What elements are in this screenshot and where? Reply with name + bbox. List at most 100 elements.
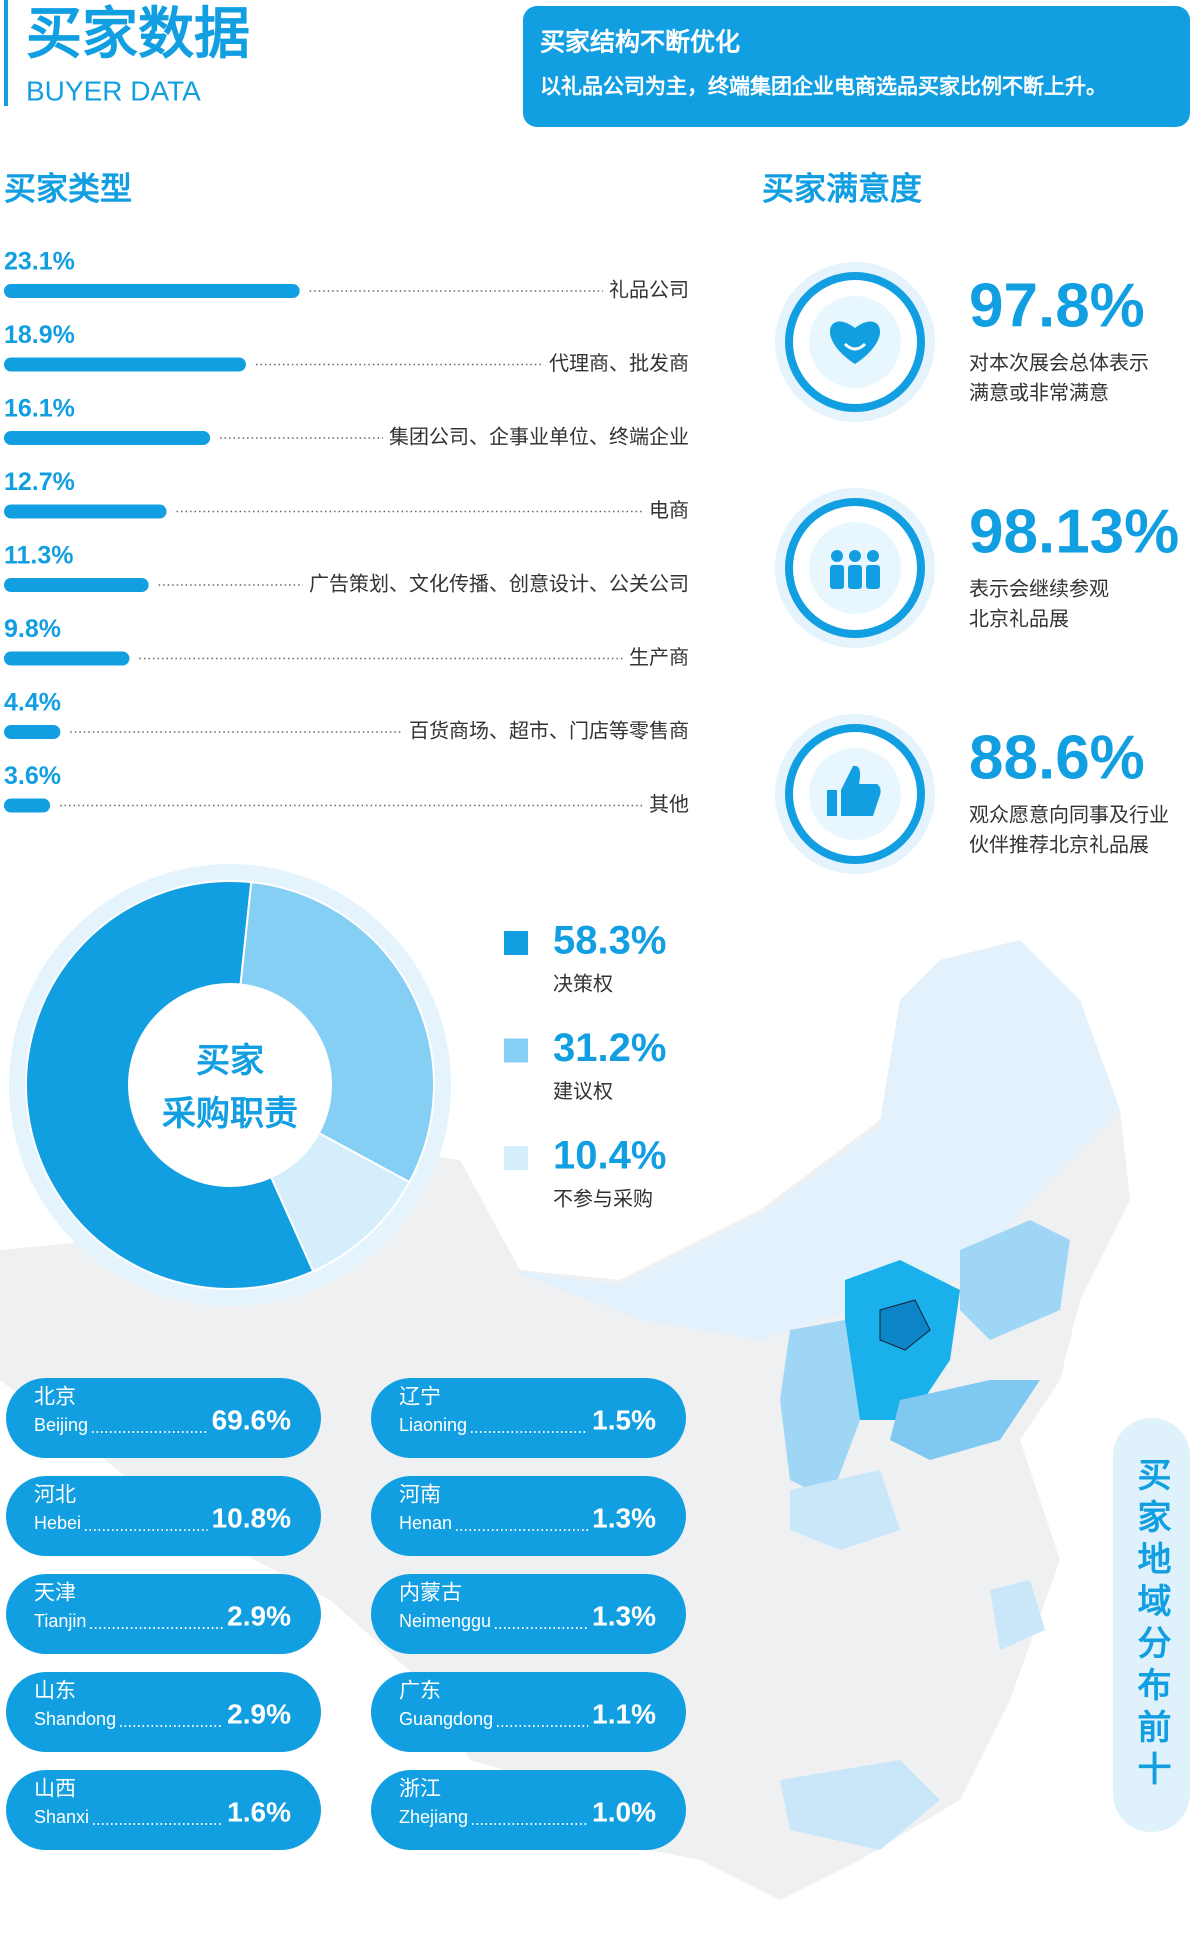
- legend-swatch: [504, 1146, 528, 1170]
- pie-hole: [129, 984, 331, 1186]
- region-name: 山东: [34, 1680, 76, 1703]
- stat-text: 北京礼品展: [969, 607, 1069, 630]
- region-share: 1.1%: [592, 1698, 656, 1729]
- stat-text: 伙伴推荐北京礼品展: [969, 833, 1149, 856]
- page-subtitle: BUYER DATA: [26, 75, 201, 106]
- region-pill: [6, 1476, 321, 1556]
- region-pill: [371, 1672, 686, 1752]
- pie-slice: [25, 880, 315, 1290]
- icon-cuff: [827, 790, 837, 816]
- region-name-en: Zhejiang: [399, 1807, 468, 1827]
- region-share: 1.3%: [592, 1600, 656, 1631]
- category-label: 集团公司、企事业单位、终端企业: [389, 425, 689, 448]
- bar: [4, 578, 149, 592]
- region-pill: [6, 1770, 321, 1850]
- stat-text: 满意或非常满意: [969, 381, 1109, 404]
- region-share: 2.9%: [227, 1600, 291, 1631]
- region-pill: [371, 1476, 686, 1556]
- value-label: 3.6%: [4, 762, 61, 790]
- icon-smile: [843, 342, 867, 351]
- category-label: 广告策划、文化传播、创意设计、公关公司: [309, 572, 689, 595]
- legend-value: 10.4%: [553, 1134, 666, 1178]
- legend-value: 58.3%: [553, 919, 666, 963]
- section-title: 买家类型: [4, 170, 132, 206]
- map-zhejiang: [990, 1580, 1045, 1650]
- category-label: 礼品公司: [609, 278, 689, 301]
- region-name-en: Beijing: [34, 1415, 88, 1435]
- bar: [4, 357, 246, 372]
- category-label: 电商: [649, 499, 689, 522]
- icon-body: [848, 565, 862, 589]
- icon-thumb: [841, 765, 881, 816]
- banner-text: 以礼品公司为主，终端集团企业电商选品买家比例不断上升。: [540, 75, 1107, 99]
- region-pill: [371, 1574, 686, 1654]
- region-share: 69.6%: [212, 1404, 291, 1435]
- icon-body: [830, 565, 844, 589]
- region-name-en: Neimenggu: [399, 1611, 491, 1631]
- icon-head: [831, 550, 843, 562]
- stat-text: 表示会继续参观: [969, 577, 1109, 600]
- region-name-en: Liaoning: [399, 1415, 467, 1435]
- bar: [4, 798, 51, 813]
- region-share: 2.9%: [227, 1698, 291, 1729]
- icon-head: [849, 550, 861, 562]
- region-pill: [6, 1672, 321, 1752]
- banner-title: 买家结构不断优化: [540, 28, 740, 57]
- value-label: 23.1%: [4, 248, 75, 276]
- bar: [4, 431, 211, 445]
- region-name-en: Hebei: [34, 1513, 81, 1533]
- region-share: 1.3%: [592, 1502, 656, 1533]
- region-pill: [371, 1378, 686, 1458]
- stat-value: 88.6%: [969, 723, 1145, 792]
- category-label: 生产商: [629, 646, 689, 669]
- region-name: 山西: [34, 1778, 76, 1801]
- bar: [4, 284, 300, 298]
- region-name: 河南: [399, 1484, 441, 1507]
- stat-value: 97.8%: [969, 271, 1145, 340]
- page-title: 买家数据: [26, 2, 250, 65]
- value-label: 16.1%: [4, 395, 75, 423]
- icon-heart: [829, 321, 881, 364]
- region-share: 10.8%: [212, 1502, 291, 1533]
- region-tag: [1113, 1418, 1190, 1832]
- value-label: 18.9%: [4, 321, 75, 349]
- region-pill: [6, 1378, 321, 1458]
- category-label: 百货商场、超市、门店等零售商: [409, 719, 689, 742]
- region-pill: [371, 1770, 686, 1850]
- map-north: [510, 940, 1120, 1340]
- legend-value: 31.2%: [553, 1026, 666, 1070]
- icon-head: [867, 550, 879, 562]
- map-guangdong: [780, 1760, 940, 1850]
- region-name-en: Tianjin: [34, 1611, 86, 1631]
- legend-swatch: [504, 931, 528, 955]
- region-name: 河北: [34, 1484, 76, 1507]
- region-name-en: Shandong: [34, 1709, 116, 1729]
- region-name: 天津: [34, 1582, 76, 1605]
- title-bar: [4, 0, 8, 106]
- bar: [4, 725, 61, 739]
- icon-body: [866, 565, 880, 589]
- value-label: 4.4%: [4, 689, 61, 717]
- stat-text: 观众愿意向同事及行业: [969, 803, 1169, 826]
- map-beijing: [879, 1299, 931, 1351]
- map-shanxi: [780, 1320, 860, 1500]
- pie-title: 买家: [196, 1042, 264, 1080]
- legend-label: 决策权: [553, 972, 613, 995]
- stat-text: 对本次展会总体表示: [969, 351, 1149, 374]
- legend-swatch: [504, 1038, 528, 1063]
- value-label: 12.7%: [4, 468, 75, 496]
- region-name: 辽宁: [399, 1386, 441, 1409]
- region-share: 1.5%: [592, 1404, 656, 1435]
- bar: [4, 651, 130, 666]
- section-title: 买家满意度: [762, 170, 922, 206]
- category-label: 代理商、批发商: [549, 352, 689, 375]
- bar: [4, 504, 167, 519]
- category-label: 其他: [649, 793, 689, 816]
- legend-label: 不参与采购: [553, 1187, 653, 1210]
- map-henan: [790, 1470, 900, 1550]
- value-label: 9.8%: [4, 615, 61, 643]
- region-pill: [6, 1574, 321, 1654]
- value-label: 11.3%: [4, 542, 74, 570]
